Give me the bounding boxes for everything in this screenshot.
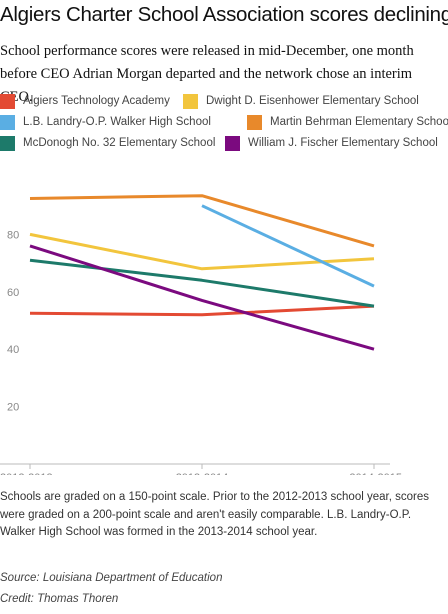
line-chart: 20 40 60 80 2012-2013 2013-2014 2014-2015 bbox=[0, 194, 402, 475]
series-line-martin-behrman-elementary-school bbox=[29, 194, 375, 248]
chart-notes: Schools are graded on a 150-point scale.… bbox=[0, 491, 429, 538]
series-line-l-b-landry-o-p-walker-high-school bbox=[201, 204, 375, 288]
x-tick-label: 2014-2015 bbox=[349, 472, 402, 475]
x-tick-label: 2013-2014 bbox=[176, 472, 229, 475]
legend-item-martin-behrman: Martin Behrman Elementary School bbox=[247, 113, 448, 131]
y-tick-label: 80 bbox=[7, 229, 19, 241]
legend-label: Dwight D. Eisenhower Elementary School bbox=[206, 95, 419, 107]
legend-swatch bbox=[247, 114, 262, 130]
y-tick-label: 20 bbox=[7, 402, 19, 414]
legend-label: L.B. Landry-O.P. Walker High School bbox=[23, 116, 211, 128]
legend-label: Algiers Technology Academy bbox=[23, 95, 170, 107]
legend-swatch bbox=[183, 93, 198, 109]
legend-label: Martin Behrman Elementary School bbox=[270, 116, 448, 128]
legend-item-algiers-technology-academy: Algiers Technology Academy bbox=[0, 92, 170, 110]
series-line-algiers-technology-academy bbox=[29, 304, 375, 317]
y-tick-label: 40 bbox=[7, 344, 19, 356]
series-line-william-j-fischer-elementary-school bbox=[29, 244, 375, 351]
x-tick-label: 2012-2013 bbox=[0, 472, 53, 475]
chart-legend: Algiers Technology Academy Dwight D. Eis… bbox=[0, 92, 448, 152]
legend-swatch bbox=[225, 135, 240, 151]
legend-item-dwight-d-eisenhower: Dwight D. Eisenhower Elementary School bbox=[183, 92, 419, 110]
legend-item-william-j-fischer: William J. Fischer Elementary School bbox=[225, 134, 438, 152]
series-line-mcdonogh-no-32-elementary-school bbox=[29, 258, 375, 308]
legend-swatch bbox=[0, 93, 15, 109]
legend-item-lb-landry-op-walker: L.B. Landry-O.P. Walker High School bbox=[0, 113, 211, 131]
series-line-dwight-d-eisenhower-elementary-school bbox=[29, 232, 375, 271]
legend-label: William J. Fischer Elementary School bbox=[248, 137, 438, 149]
legend-item-mcdonogh-no-32: McDonogh No. 32 Elementary School bbox=[0, 134, 215, 152]
legend-swatch bbox=[0, 114, 15, 130]
chart-source: Source: Louisiana Department of Educatio… bbox=[0, 572, 223, 584]
legend-label: McDonogh No. 32 Elementary School bbox=[23, 137, 216, 149]
legend-swatch bbox=[0, 135, 15, 151]
chart-credit: Credit: Thomas Thoren bbox=[0, 593, 119, 605]
y-tick-label: 60 bbox=[7, 287, 19, 299]
chart-title: Algiers Charter School Association score… bbox=[0, 3, 448, 26]
